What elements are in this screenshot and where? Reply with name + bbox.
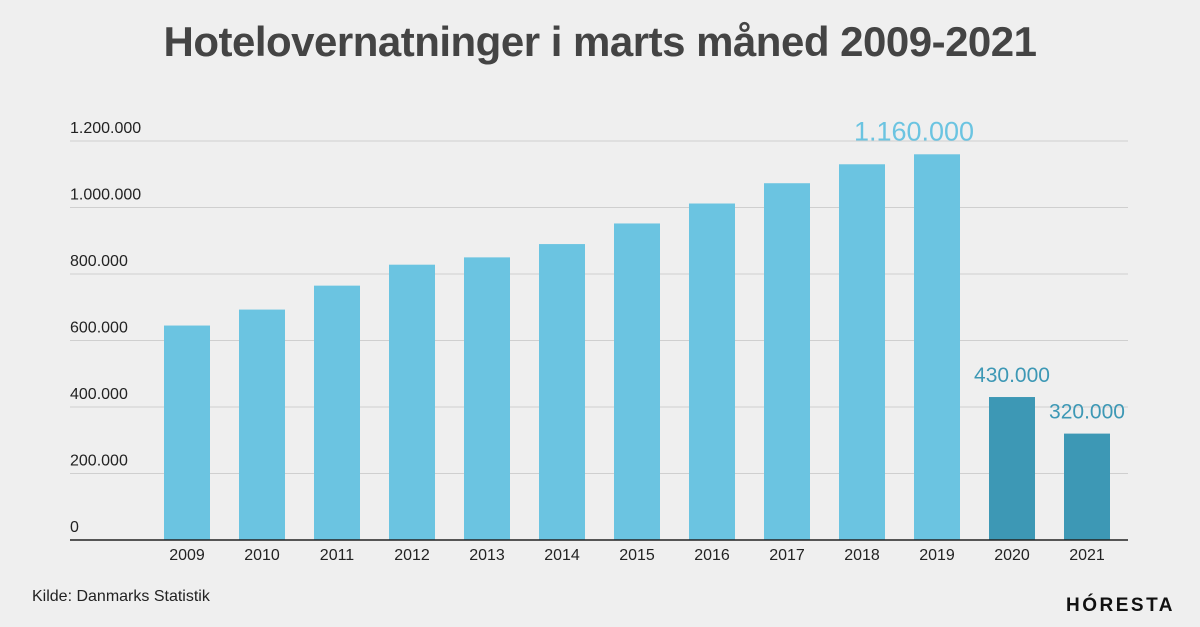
bar (1064, 433, 1110, 540)
x-tick-label: 2018 (844, 547, 880, 564)
bar (689, 203, 735, 540)
x-tick-label: 2016 (694, 547, 730, 564)
x-tick-label: 2012 (394, 547, 430, 564)
horesta-logo: HÓRESTA (1066, 580, 1176, 620)
x-tick-label: 2020 (994, 547, 1030, 564)
data-label: 1.160.000 (854, 116, 974, 146)
bar (239, 309, 285, 540)
y-tick-label: 800.000 (70, 253, 128, 270)
bar (314, 285, 360, 540)
x-tick-label: 2013 (469, 547, 505, 564)
y-tick-label: 200.000 (70, 453, 128, 470)
bar (764, 183, 810, 541)
x-tick-label: 2019 (919, 547, 955, 564)
x-tick-label: 2010 (244, 547, 280, 564)
data-label: 320.000 (1049, 401, 1125, 424)
x-tick-label: 2021 (1069, 547, 1105, 564)
y-tick-label: 400.000 (70, 386, 128, 403)
bar (614, 223, 660, 540)
bar (539, 244, 585, 540)
x-tick-label: 2014 (544, 547, 580, 564)
bar (914, 154, 960, 541)
logo-text: HÓRESTA (1066, 594, 1175, 616)
y-tick-label: 0 (70, 519, 79, 536)
y-tick-label: 1.000.000 (70, 187, 141, 204)
y-tick-label: 1.200.000 (70, 120, 141, 137)
source-note: Kilde: Danmarks Statistik (32, 588, 210, 605)
x-tick-label: 2011 (320, 547, 355, 564)
bar (389, 264, 435, 540)
bar (989, 397, 1035, 540)
chart-title: Hotelovernatninger i marts måned 2009-20… (163, 18, 1037, 65)
bar (464, 257, 510, 540)
x-tick-label: 2015 (619, 547, 655, 564)
x-tick-label: 2017 (769, 547, 805, 564)
bar (839, 164, 885, 540)
x-tick-label: 2009 (169, 547, 205, 564)
bar (164, 325, 210, 540)
data-label: 430.000 (974, 364, 1050, 387)
y-tick-label: 600.000 (70, 320, 128, 337)
